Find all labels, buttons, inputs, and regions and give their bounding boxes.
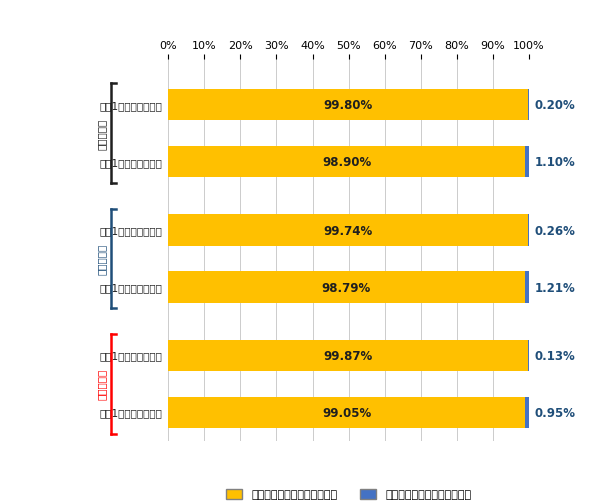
Text: 99.87%: 99.87% xyxy=(324,349,373,362)
Legend: 危険ドラッグの生涯経験なし, 危険ドラッグの生涯経験あり: 危険ドラッグの生涯経験なし, 危険ドラッグの生涯経験あり xyxy=(221,484,476,501)
Text: 99.05%: 99.05% xyxy=(322,406,371,419)
Text: 過去1年飲酒経験なし: 過去1年飲酒経験なし xyxy=(100,225,163,235)
Text: 過去1年飲酒経験あり: 過去1年飲酒経験あり xyxy=(100,283,163,293)
Text: 99.74%: 99.74% xyxy=(323,224,373,237)
Text: 0.95%: 0.95% xyxy=(534,406,575,419)
Text: 過去1年飲酒経験あり: 過去1年飲酒経験あり xyxy=(100,157,163,167)
Text: 過去1年飲酒経験あり: 過去1年飲酒経験あり xyxy=(100,407,163,417)
Bar xyxy=(168,397,525,428)
Text: 0.26%: 0.26% xyxy=(534,224,575,237)
Bar xyxy=(525,147,529,178)
Text: 女子中学生: 女子中学生 xyxy=(97,368,106,400)
Bar xyxy=(168,90,528,121)
Bar xyxy=(525,272,529,303)
Bar xyxy=(168,147,525,178)
Text: 中学生全体: 中学生全体 xyxy=(97,118,106,150)
Text: 98.90%: 98.90% xyxy=(322,156,371,169)
Bar xyxy=(168,272,525,303)
Bar xyxy=(168,340,528,371)
Bar xyxy=(525,397,529,428)
Text: 1.10%: 1.10% xyxy=(534,156,575,169)
Text: 0.20%: 0.20% xyxy=(534,99,575,112)
Bar xyxy=(528,215,529,246)
Bar xyxy=(528,90,529,121)
Text: 0.13%: 0.13% xyxy=(534,349,575,362)
Text: 1.21%: 1.21% xyxy=(534,281,575,294)
Text: 98.79%: 98.79% xyxy=(322,281,371,294)
Text: 過去1年飲酒経験なし: 過去1年飲酒経験なし xyxy=(100,101,163,111)
Text: 過去1年飲酒経験なし: 過去1年飲酒経験なし xyxy=(100,351,163,361)
Text: 99.80%: 99.80% xyxy=(323,99,373,112)
Bar xyxy=(168,215,528,246)
Text: 男子中学生: 男子中学生 xyxy=(97,243,106,275)
